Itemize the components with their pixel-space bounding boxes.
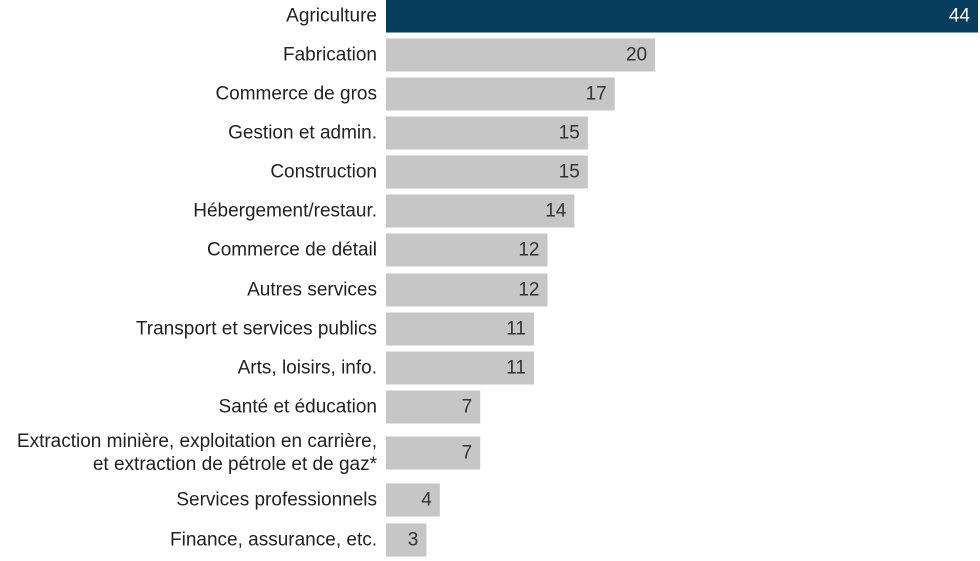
bar: [386, 38, 656, 72]
data-label: 20: [626, 45, 647, 66]
bar: [386, 390, 481, 424]
data-label: 12: [518, 240, 539, 261]
category-label: Autres services: [247, 280, 377, 301]
category-label: Arts, loisirs, info.: [238, 358, 377, 379]
bar: [386, 233, 548, 267]
bar: [386, 0, 978, 33]
category-label: Commerce de gros: [215, 84, 377, 105]
category-label: Commerce de détail: [207, 240, 377, 261]
category-label: Extraction minière, exploitation en carr…: [17, 431, 377, 452]
data-label: 7: [462, 397, 473, 418]
data-label: 11: [506, 358, 526, 379]
category-label: Hébergement/restaur.: [193, 201, 377, 222]
data-label: 15: [559, 123, 580, 144]
bar: [386, 436, 481, 470]
bar: [386, 351, 534, 385]
bar: [386, 194, 575, 228]
bar: [386, 273, 548, 307]
data-label: 3: [408, 530, 419, 551]
category-label: Gestion et admin.: [228, 123, 377, 144]
data-label: 11: [506, 319, 526, 340]
category-label: Transport et services publics: [136, 319, 377, 340]
bar: [386, 483, 440, 517]
category-label: Finance, assurance, etc.: [170, 530, 377, 551]
category-label: Fabrication: [283, 45, 377, 66]
data-label: 4: [421, 490, 432, 511]
bar: [386, 155, 588, 189]
data-label: 14: [545, 201, 567, 222]
bar: [386, 77, 615, 111]
category-label: Construction: [270, 162, 377, 183]
category-label: Agriculture: [286, 6, 377, 27]
category-label: et extraction de pétrole et de gaz*: [93, 454, 378, 475]
category-label: Services professionnels: [176, 490, 377, 511]
data-label: 7: [462, 443, 473, 464]
bar: [386, 523, 427, 557]
data-label: 15: [559, 162, 580, 183]
bar: [386, 116, 588, 150]
data-label: 17: [586, 84, 607, 105]
category-label: Santé et éducation: [219, 397, 377, 418]
data-label: 12: [518, 280, 539, 301]
bar: [386, 312, 534, 346]
data-label: 44: [949, 6, 971, 27]
